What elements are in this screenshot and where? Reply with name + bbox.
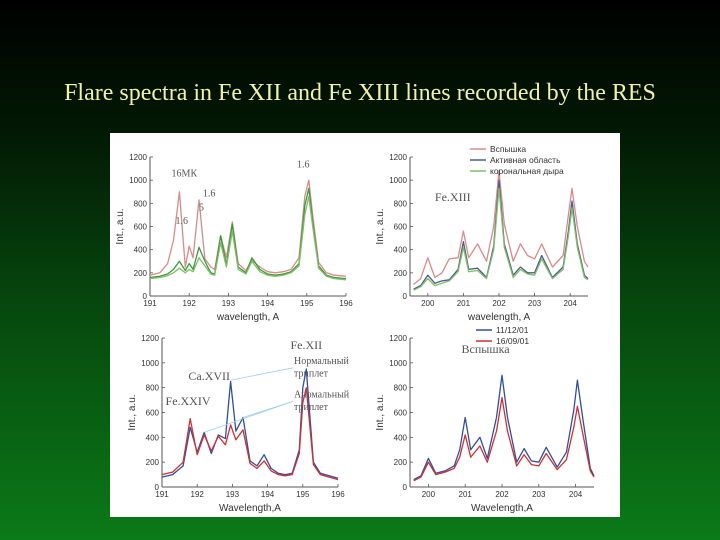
y-tick-label: 600 [394,409,408,418]
y-tick-label: 0 [403,483,408,492]
annotation-pointer [204,400,294,433]
y-tick-label: 0 [403,292,408,301]
x-tick-label: 191 [143,299,157,308]
y-tick-label: 200 [394,269,408,278]
y-tick-label: 600 [134,223,148,232]
x-axis-label: wavelength, A [467,312,531,323]
y-tick-label: 1000 [389,359,407,368]
slide-title: Flare spectra in Fe XII and Fe XIII line… [64,80,656,106]
y-axis-label: Int., a.u. [115,208,126,244]
annotation: Вспышка [462,342,511,356]
y-tick-label: 400 [146,433,160,442]
y-tick-label: 1000 [141,359,159,368]
y-tick-label: 1200 [389,334,407,343]
y-tick-label: 1000 [389,176,407,185]
x-tick-label: 200 [422,490,436,499]
x-tick-label: 204 [569,490,583,499]
y-tick-label: 200 [394,458,408,467]
x-tick-label: 201 [457,299,471,308]
x-tick-label: 201 [459,490,473,499]
legend-entry: 16/09/01 [496,336,529,346]
y-tick-label: 400 [394,246,408,255]
x-tick-label: 192 [183,299,197,308]
series-line-1 [161,387,339,481]
annotation: 1.6 [175,216,188,227]
x-tick-label: 193 [222,299,236,308]
x-tick-label: 194 [261,490,275,499]
x-axis-label: wavelength, A [216,312,280,323]
y-tick-label: 800 [394,199,408,208]
y-tick-label: 600 [146,409,160,418]
x-tick-label: 195 [296,490,310,499]
series-line-0 [413,170,589,285]
x-tick-label: 193 [226,490,240,499]
series-line-0 [161,368,339,479]
series-line-1 [413,396,595,482]
legend-entry: Активная область [490,155,561,165]
y-tick-label: 1200 [389,153,407,162]
x-tick-label: 203 [528,299,542,308]
x-axis-label: Wavelength,A [219,503,281,514]
y-tick-label: 1000 [129,176,147,185]
series-line-1 [149,187,347,280]
chart-bottom-left: 0 200 400 600 800 1000 1200 191 192 193 194 195 196 W… [127,334,350,514]
series-line-2 [413,187,589,291]
y-tick-label: 1200 [129,153,147,162]
legend-entry: корональная дыра [490,166,564,176]
y-axis-label: Int., a.u. [375,208,386,244]
series-line-2 [149,195,347,281]
y-tick-label: 800 [146,384,160,393]
y-tick-label: 200 [134,269,148,278]
chart-bottom-right: 0 200 400 600 800 1000 1200 200 201 202 203 204 Wave… [375,325,595,514]
spectra-figure: 0 200 400 600 800 1000 1200 191 192 193 194 195 196 w… [115,144,595,514]
annotation: Ca.XVII [188,369,230,383]
y-tick-label: 0 [155,483,160,492]
y-tick-label: 400 [394,433,408,442]
y-tick-label: 400 [134,246,148,255]
annotation-pointer [230,367,294,381]
legend-entry: 11/12/01 [496,325,529,335]
y-axis-label: Int., a.u. [127,394,138,430]
x-tick-label: 195 [300,299,314,308]
annotation: 1.6 [203,188,216,199]
annotation: Аномальный [294,390,350,401]
x-tick-label: 191 [155,490,169,499]
annotation: Нормальный [294,356,349,367]
x-tick-label: 194 [261,299,275,308]
annotation: Fe.XIII [435,190,471,204]
y-tick-label: 1200 [141,334,159,343]
annotation: 1.6 [297,159,310,170]
annotation: триплет [294,368,329,379]
annotation: 5 [199,202,204,213]
x-tick-label: 196 [339,299,353,308]
y-axis-label: Int., a.u. [375,394,386,430]
y-tick-label: 0 [143,292,148,301]
y-tick-label: 200 [146,458,160,467]
x-tick-label: 202 [492,299,506,308]
legend-entry: Вспышка [490,144,526,154]
annotation: Fe.XXIV [166,394,211,408]
annotation: 16МК [172,169,198,180]
x-tick-label: 196 [331,490,345,499]
annotation: Fe.XII [290,338,322,352]
x-tick-label: 202 [495,490,509,499]
x-tick-label: 203 [532,490,546,499]
x-tick-label: 192 [191,490,205,499]
chart-top-right: 0 200 400 600 800 1000 1200 200 201 202 203 204 wave… [375,144,589,323]
x-tick-label: 204 [564,299,578,308]
y-tick-label: 600 [394,223,408,232]
chart-top-left: 0 200 400 600 800 1000 1200 191 192 193 194 195 196 w… [115,153,353,323]
annotation: триплет [294,402,329,413]
y-tick-label: 800 [134,199,148,208]
x-tick-label: 200 [421,299,435,308]
y-tick-label: 800 [394,384,408,393]
series-line-0 [413,374,595,481]
x-axis-label: Wavelength,A [471,503,533,514]
figure-panel: 0 200 400 600 800 1000 1200 191 192 193 194 195 196 w… [110,133,620,517]
